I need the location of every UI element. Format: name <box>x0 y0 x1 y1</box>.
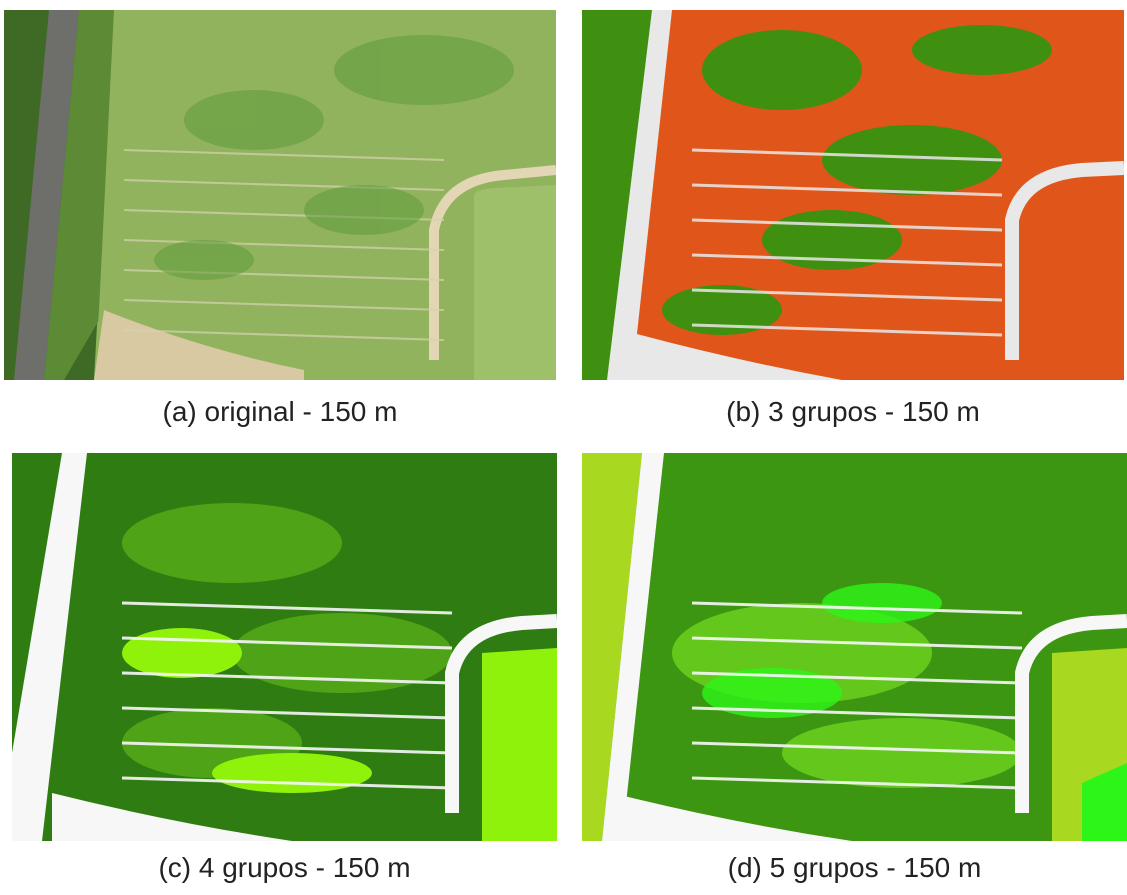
original-photo-panel <box>4 10 556 380</box>
segmentation-5-groups-panel <box>582 453 1127 841</box>
segmentation-3-groups-panel <box>582 10 1124 380</box>
caption-a: (a) original - 150 m <box>162 396 398 427</box>
segmentation-4-groups-panel <box>12 453 557 841</box>
caption-c: (c) 4 grupos - 150 m <box>158 852 411 883</box>
segmentation-4-groups-image <box>12 453 557 841</box>
aerial-photo-image <box>4 10 556 380</box>
segmentation-5-groups-image <box>582 453 1127 841</box>
caption-d: (d) 5 grupos - 150 m <box>727 852 982 883</box>
segmentation-3-groups-image <box>582 10 1124 380</box>
caption-b: (b) 3 grupos - 150 m <box>726 396 980 427</box>
